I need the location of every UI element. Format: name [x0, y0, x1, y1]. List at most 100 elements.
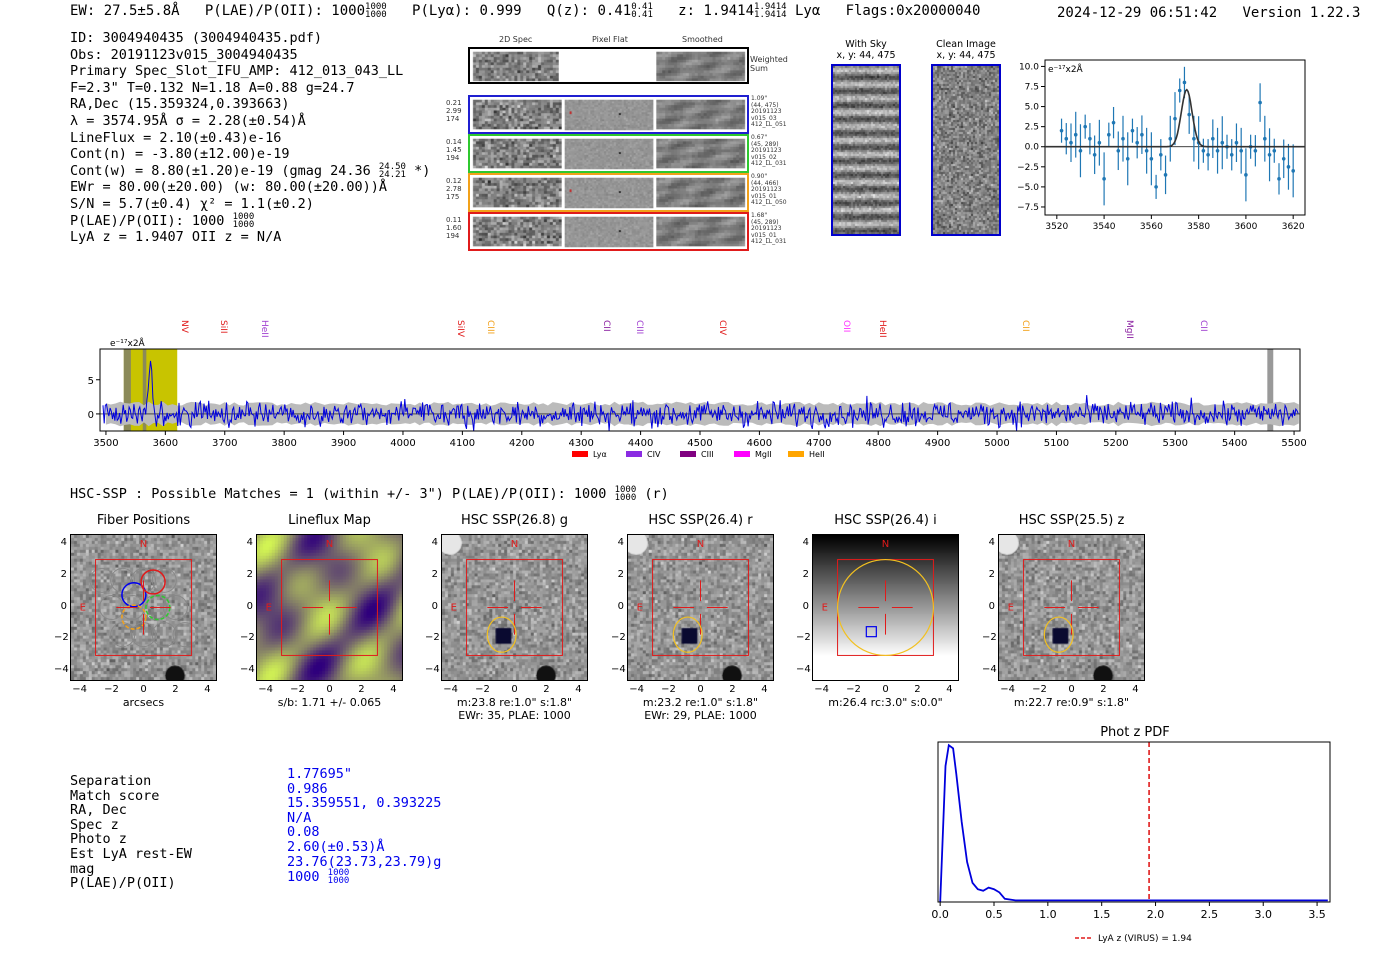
- data-point: [1069, 140, 1073, 145]
- panel-y-tick-label: −4: [982, 664, 997, 676]
- panel-y-tick-label: 2: [246, 568, 253, 580]
- fiber-circle: [151, 622, 177, 648]
- data-point: [1267, 152, 1272, 157]
- panel-title: Fiber Positions: [96, 513, 191, 528]
- fiber-meta-value: (44, 475): [751, 101, 779, 109]
- panel-x-tick-label: 2: [358, 684, 365, 695]
- match-values: 1.77695" 0.986 15.359551, 0.393225 N/A 0…: [287, 766, 441, 887]
- panel-x-tick-label: 0: [511, 684, 518, 695]
- hsc-title-lo: 1000: [614, 493, 637, 503]
- x-tick-label: 4300: [568, 438, 593, 449]
- fiber-meta-value: v015_01: [751, 192, 777, 200]
- panel-y-tick-label: 2: [431, 568, 438, 580]
- header-qz: Q(z): 0.41: [546, 3, 632, 19]
- x-tick-label: 3560: [1140, 222, 1163, 232]
- clean-image-cutout: [931, 64, 1001, 236]
- panel-overlay: NE: [637, 539, 749, 656]
- with-sky-xy: x, y: 44, 475: [836, 50, 896, 61]
- panel-y-tick-label: 0: [988, 600, 995, 612]
- fiber-meta: 1.68" (45, 289) 20191123 v015_01 412_LL_031: [751, 212, 787, 246]
- data-point: [1125, 156, 1130, 161]
- info-contw-lo: 24.21: [378, 169, 406, 180]
- match-value: 1.77695": [287, 766, 353, 782]
- east-marker: E: [451, 603, 457, 614]
- panel-x-tick-label: −2: [661, 684, 676, 695]
- fiber-meta-value: 1.68": [751, 212, 768, 219]
- header-z-lo: 1.9414: [754, 10, 787, 20]
- search-box: [466, 559, 563, 656]
- fiber-meta: 0.90" (44, 466) 20191123 v015_01 412_LL_050: [751, 173, 787, 207]
- aperture-ellipse: [836, 558, 935, 657]
- panel-caption-2: EWr: 35, PLAE: 1000: [458, 709, 571, 722]
- legend-swatch: [788, 451, 804, 457]
- north-marker: N: [326, 539, 333, 550]
- x-tick-label: 4100: [450, 438, 475, 449]
- clean-image-title: Clean Image x, y: 44, 475: [931, 39, 1001, 61]
- panel-overlay: NE: [1008, 539, 1120, 656]
- panel-caption: m:26.4 rc:3.0" s:0.0": [828, 696, 943, 709]
- data-point: [1064, 136, 1069, 141]
- north-marker: N: [140, 539, 147, 550]
- fiber-meta-value: (44, 466): [751, 179, 779, 187]
- header-plae-hi: 1000: [365, 2, 387, 12]
- info-plae-text: P(LAE)/P(OII): 1000: [70, 212, 225, 229]
- fiber-stat-value: 175: [446, 193, 460, 201]
- panel-y-tick-label: −2: [611, 632, 626, 644]
- data-point: [1177, 88, 1182, 93]
- fiber-meta-value: v015_03: [751, 114, 777, 122]
- info-plae: P(LAE)/P(OII): 1000 1000 1000: [70, 212, 430, 230]
- emission-line-label: CII: [600, 320, 611, 332]
- panel-y-tick-label: 0: [617, 600, 624, 612]
- data-point: [1173, 116, 1177, 121]
- fiber-circle: [89, 567, 115, 593]
- x-tick-label: 3700: [212, 438, 237, 449]
- header-plya: P(Lyα): 0.999: [412, 3, 522, 19]
- data-point: [1201, 148, 1206, 153]
- clean-image-label: Clean Image: [936, 39, 996, 50]
- panel-x-tick-label: 0: [140, 684, 147, 695]
- legend-swatch: [734, 451, 750, 457]
- data-point: [1272, 148, 1277, 153]
- panel-x-tick-label: −4: [72, 684, 87, 695]
- east-marker: E: [80, 603, 86, 614]
- panel-y-tick-label: 2: [988, 568, 995, 580]
- data-point: [1059, 128, 1064, 133]
- panel-x-tick-label: 0: [1068, 684, 1075, 695]
- x-tick-label: 4800: [865, 438, 890, 449]
- pdf-line: [939, 743, 1328, 903]
- data-point: [1102, 177, 1106, 181]
- fiber-stat-value: 0.14: [446, 138, 462, 146]
- panel-x-tick-label: −4: [443, 684, 458, 695]
- masked-region: [123, 349, 131, 431]
- detection-info: ID: 3004940435 (3004940435.pdf) Obs: 201…: [70, 30, 430, 246]
- match-plae-lo: 1000: [327, 876, 350, 887]
- panel-x-tick-label: −2: [290, 684, 305, 695]
- match-value: 1000 1000 1000: [287, 869, 441, 887]
- panel-x-tick-label: 4: [204, 684, 211, 695]
- x-tick-label: 1.0: [1039, 908, 1057, 921]
- hsc-title: HSC-SSP : Possible Matches = 1 (within +…: [70, 486, 669, 503]
- fiber-stat-value: 194: [446, 232, 460, 240]
- data-point: [1182, 80, 1187, 85]
- panel-y-tick-label: −2: [796, 632, 811, 644]
- info-fit: F=2.3" T=0.132 N=1.18 A=0.88 g=24.7: [70, 79, 355, 96]
- header-datetime: 2024-12-29 06:51:42: [1057, 5, 1218, 21]
- match-value: N/A: [287, 809, 312, 826]
- data-point: [1107, 132, 1111, 137]
- panel-y-tick-label: −4: [240, 664, 255, 676]
- search-box: [95, 559, 192, 656]
- weighted-sum-label: Weighted Sum: [750, 55, 788, 73]
- y-tick-label: 5: [88, 376, 94, 387]
- fiber-stat-value: 194: [446, 154, 460, 162]
- info-obs: Obs: 20191123v015_3004940435: [70, 46, 298, 63]
- panel-x-tick-label: 4: [946, 684, 953, 695]
- spectrum-line: [102, 360, 1299, 432]
- data-point: [1078, 148, 1083, 153]
- gaussian-fit-line: [1045, 88, 1305, 148]
- panel-x-tick-label: −4: [814, 684, 829, 695]
- fiber-meta-value: 412_LL_031: [751, 160, 787, 167]
- with-sky-title: With Sky x, y: 44, 475: [832, 39, 900, 61]
- data-point: [1083, 124, 1087, 129]
- panel-x-tick-label: 4: [1132, 684, 1139, 695]
- data-point: [1206, 152, 1210, 157]
